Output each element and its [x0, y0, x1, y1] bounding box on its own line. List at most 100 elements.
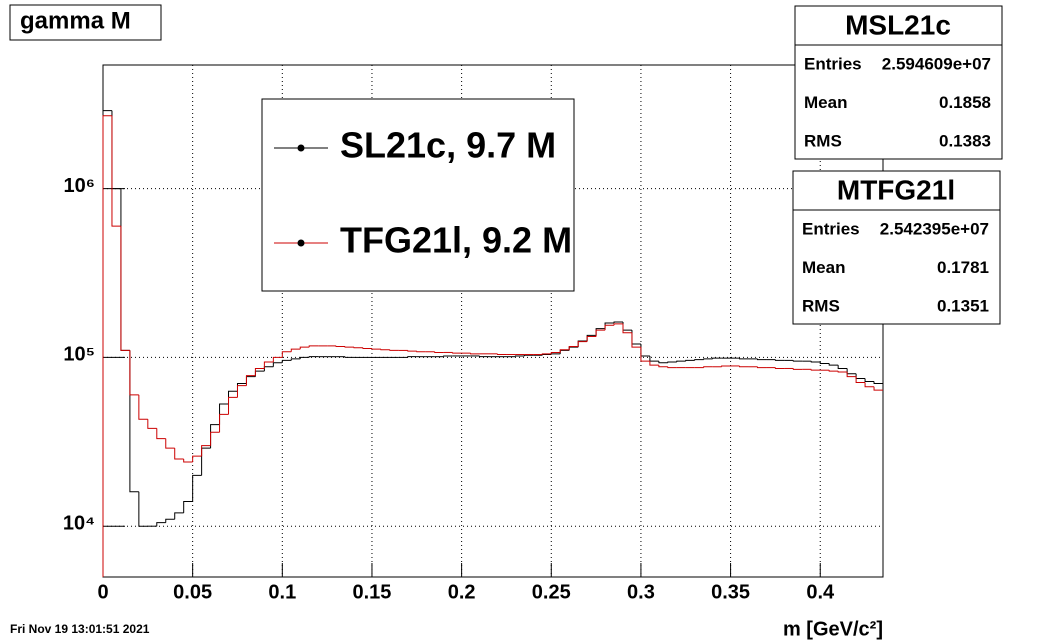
histogram-bin [613, 321, 623, 323]
histogram-bin [290, 358, 301, 361]
histogram-bin [308, 356, 319, 358]
histogram-bin [864, 378, 875, 382]
legend-label: TFG21l, 9.2 M [340, 220, 572, 261]
histogram-bin [272, 362, 283, 367]
histogram-bin [201, 445, 211, 457]
histogram-bin [756, 358, 767, 361]
histogram-bin [855, 376, 866, 384]
histogram-bin [649, 355, 659, 362]
histogram-bin [864, 382, 875, 388]
histogram-bin [210, 431, 220, 446]
x-tick-label: 0.35 [711, 581, 750, 603]
histogram-bin [219, 413, 229, 433]
histogram-bin [550, 353, 561, 355]
stats-box [792, 170, 1001, 325]
stats-label: RMS [802, 296, 840, 315]
histogram-bin [281, 359, 292, 363]
stats-label: Mean [802, 258, 845, 277]
x-tick-label: 0.4 [806, 581, 835, 603]
legend-label: SL21c, 9.7 M [340, 125, 556, 166]
x-tick-label: 0.3 [627, 581, 655, 603]
histogram-bin [254, 367, 265, 376]
x-tick-label: 0.05 [173, 581, 212, 603]
histogram-bin [299, 356, 310, 359]
histogram-bin [819, 361, 830, 365]
histogram-bin [846, 371, 857, 378]
histogram-bin [676, 360, 686, 362]
x-tick-label: 0.2 [448, 581, 476, 603]
histogram-bin [281, 351, 292, 358]
histogram-bin [694, 359, 704, 361]
histogram-bin [362, 347, 372, 349]
y-tick-label: 10⁵ [63, 344, 95, 366]
histogram-bin [111, 115, 121, 227]
histogram-bin [774, 367, 785, 369]
histogram-bin [703, 366, 713, 368]
x-tick-label: 0 [97, 581, 108, 603]
stats-label: Entries [804, 54, 862, 73]
stats-label: Entries [802, 219, 860, 238]
x-tick-label: 0.25 [532, 581, 571, 603]
histogram-bin [568, 346, 579, 350]
histogram-bin [810, 369, 821, 371]
histogram-bin [586, 336, 597, 342]
histogram-bin [792, 360, 803, 362]
histogram-bin [147, 419, 157, 429]
histogram-bin [129, 350, 139, 396]
histogram-bin [183, 459, 193, 463]
histogram-bin [156, 522, 166, 527]
histogram-bin [658, 361, 668, 364]
histogram-bin [192, 474, 202, 502]
x-tick-label: 0.1 [268, 581, 296, 603]
stats-value: 0.1351 [937, 296, 989, 315]
histogram-bin [183, 501, 193, 513]
stats-label: RMS [804, 131, 842, 150]
legend-marker [297, 239, 305, 247]
histogram-bin [344, 346, 355, 348]
histogram-bin [739, 358, 749, 360]
histogram-bin [129, 350, 139, 493]
histogram-bin [828, 363, 839, 366]
histogram-bin [496, 353, 507, 356]
histogram-bin [389, 349, 399, 351]
histogram-bin [649, 361, 659, 366]
histogram-bin [299, 346, 310, 350]
histogram-bin [416, 351, 426, 353]
histogram-bin [541, 353, 552, 355]
histogram-bin [192, 455, 202, 463]
y-tick-label: 10⁴ [63, 512, 95, 534]
histogram-bin [604, 324, 615, 331]
histogram-bin [631, 332, 641, 348]
stats-value: 0.1858 [939, 93, 991, 112]
histogram-bin [308, 345, 319, 348]
histogram-bin [756, 366, 767, 369]
histogram-bin [290, 348, 301, 352]
histogram-bin [514, 355, 525, 357]
histogram-bin [774, 359, 785, 361]
histogram-bin [272, 356, 283, 362]
histogram-bin [353, 347, 363, 349]
histogram-bin [479, 355, 489, 358]
histogram-bin [174, 512, 184, 520]
histogram-bin [828, 370, 839, 372]
y-tick-label: 10⁶ [64, 175, 95, 197]
histogram-bin [837, 365, 848, 369]
histogram-bin [667, 361, 677, 363]
histogram-bin [470, 353, 480, 355]
histogram-bin [667, 366, 677, 369]
histogram-bin [622, 323, 632, 334]
timestamp: Fri Nov 19 13:01:51 2021 [10, 622, 150, 636]
histogram-bin [138, 491, 148, 527]
histogram-bin [550, 351, 561, 354]
chart-title: gamma M [20, 7, 131, 34]
histogram-bin [595, 329, 606, 337]
title-box [9, 4, 162, 41]
histogram-bin [712, 357, 722, 359]
histogram-bin [245, 375, 256, 386]
histogram-bin [335, 345, 346, 348]
histogram-bin [434, 351, 444, 353]
histogram-bin [443, 355, 453, 357]
histogram-bin [228, 396, 238, 415]
histogram-bin [873, 386, 883, 391]
